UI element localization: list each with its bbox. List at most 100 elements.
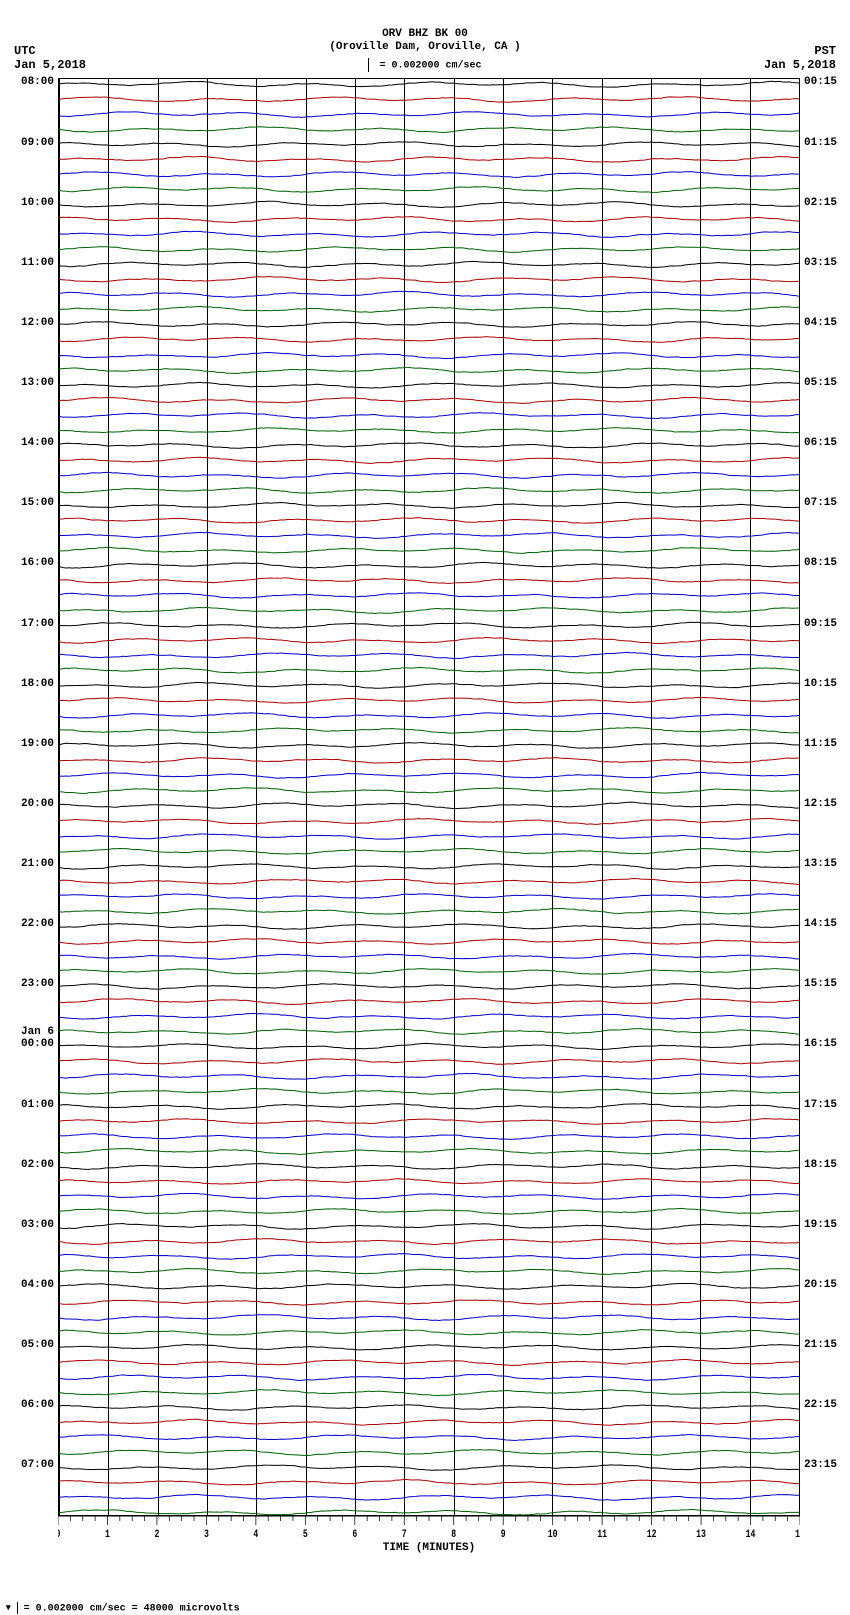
- trace-line: [59, 978, 799, 995]
- seismogram-page: UTC Jan 5,2018 PST Jan 5,2018 ORV BHZ BK…: [0, 0, 850, 1615]
- trace-line: [59, 286, 799, 303]
- seismogram-plot: [58, 78, 800, 1516]
- trace-line: [59, 91, 799, 108]
- left-hour-label: 17:00: [8, 618, 54, 630]
- trace-line: [59, 512, 799, 529]
- trace-line: [59, 1173, 799, 1190]
- right-hour-label: 06:15: [804, 437, 848, 449]
- trace-line: [59, 1294, 799, 1311]
- left-hour-label: 20:00: [8, 798, 54, 810]
- svg-text:2: 2: [154, 1528, 159, 1540]
- gridline-vertical: [59, 79, 60, 1515]
- trace-line: [59, 211, 799, 228]
- right-hour-label: 19:15: [804, 1219, 848, 1231]
- trace-line: [59, 121, 799, 138]
- traces-layer: [59, 79, 799, 1515]
- svg-text:3: 3: [204, 1528, 209, 1540]
- trace-line: [59, 1263, 799, 1280]
- left-hour-label: 01:00: [8, 1099, 54, 1111]
- trace-line: [59, 1459, 799, 1476]
- right-hour-label: 21:15: [804, 1339, 848, 1351]
- gridline-vertical: [503, 79, 504, 1515]
- right-hour-label: 10:15: [804, 678, 848, 690]
- right-hour-label: 01:15: [804, 137, 848, 149]
- trace-line: [59, 557, 799, 574]
- trace-line: [59, 166, 799, 183]
- gridline-vertical: [108, 79, 109, 1515]
- tz-right-date: Jan 5,2018: [764, 58, 836, 72]
- trace-line: [59, 497, 799, 514]
- x-axis-label: TIME (MINUTES): [58, 1542, 800, 1554]
- svg-text:9: 9: [501, 1528, 506, 1540]
- left-hour-label: 21:00: [8, 858, 54, 870]
- trace-line: [59, 617, 799, 634]
- trace-line: [59, 752, 799, 769]
- trace-line: [59, 1504, 799, 1516]
- right-hour-label: 07:15: [804, 497, 848, 509]
- gridline-vertical: [355, 79, 356, 1515]
- trace-line: [59, 467, 799, 484]
- trace-line: [59, 1489, 799, 1506]
- svg-text:1: 1: [105, 1528, 110, 1540]
- tz-right-label: PST: [764, 44, 836, 58]
- trace-line: [59, 1233, 799, 1250]
- trace-line: [59, 226, 799, 243]
- gridline-vertical: [158, 79, 159, 1515]
- right-hour-label: 23:15: [804, 1459, 848, 1471]
- trace-line: [59, 1008, 799, 1025]
- right-hour-label: 16:15: [804, 1038, 848, 1050]
- svg-text:13: 13: [696, 1528, 706, 1540]
- trace-line: [59, 662, 799, 679]
- left-hour-label: 05:00: [8, 1339, 54, 1351]
- right-hour-label: 14:15: [804, 918, 848, 930]
- trace-line: [59, 1324, 799, 1341]
- trace-line: [59, 843, 799, 860]
- svg-text:4: 4: [253, 1528, 258, 1540]
- trace-line: [59, 813, 799, 830]
- left-hour-label: 11:00: [8, 257, 54, 269]
- svg-text:11: 11: [597, 1528, 607, 1540]
- right-hour-label: 09:15: [804, 618, 848, 630]
- x-axis-ticks: 0123456789101112131415: [58, 1516, 800, 1540]
- svg-text:15: 15: [795, 1528, 800, 1540]
- trace-line: [59, 377, 799, 394]
- trace-line: [59, 1384, 799, 1401]
- trace-line: [59, 422, 799, 439]
- station-title-2: (Oroville Dam, Oroville, CA ): [0, 41, 850, 54]
- trace-line: [59, 1053, 799, 1070]
- footer: ▾ = 0.002000 cm/sec = 48000 microvolts: [0, 1562, 850, 1615]
- trace-line: [59, 677, 799, 694]
- trace-line: [59, 888, 799, 905]
- gridline-vertical: [700, 79, 701, 1515]
- scale-bar-icon: [368, 58, 369, 72]
- svg-text:14: 14: [746, 1528, 756, 1540]
- left-hour-label: 18:00: [8, 678, 54, 690]
- tz-left-label: UTC: [14, 44, 86, 58]
- trace-line: [59, 948, 799, 965]
- trace-line: [59, 1474, 799, 1491]
- header: ORV BHZ BK 00 (Oroville Dam, Oroville, C…: [0, 0, 850, 54]
- left-hour-label: 07:00: [8, 1459, 54, 1471]
- svg-text:0: 0: [58, 1528, 61, 1540]
- gridline-vertical: [256, 79, 257, 1515]
- svg-text:12: 12: [647, 1528, 657, 1540]
- trace-line: [59, 482, 799, 499]
- trace-line: [59, 918, 799, 935]
- left-hour-label: 06:00: [8, 1399, 54, 1411]
- trace-line: [59, 1188, 799, 1205]
- left-hour-label: 16:00: [8, 557, 54, 569]
- grid-vertical-lines: [59, 79, 799, 1515]
- trace-line: [59, 797, 799, 814]
- trace-line: [59, 241, 799, 258]
- trace-line: [59, 1023, 799, 1040]
- trace-line: [59, 1414, 799, 1431]
- trace-line: [59, 572, 799, 589]
- trace-line: [59, 903, 799, 920]
- left-hour-label: 04:00: [8, 1279, 54, 1291]
- gridline-vertical: [750, 79, 751, 1515]
- trace-line: [59, 542, 799, 559]
- plot-wrap: 08:0009:0010:0011:0012:0013:0014:0015:00…: [58, 78, 800, 1516]
- trace-line: [59, 316, 799, 333]
- trace-line: [59, 858, 799, 875]
- trace-line: [59, 722, 799, 739]
